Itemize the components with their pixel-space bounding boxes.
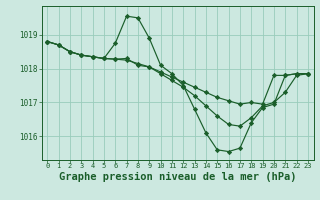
X-axis label: Graphe pression niveau de la mer (hPa): Graphe pression niveau de la mer (hPa) <box>59 172 296 182</box>
